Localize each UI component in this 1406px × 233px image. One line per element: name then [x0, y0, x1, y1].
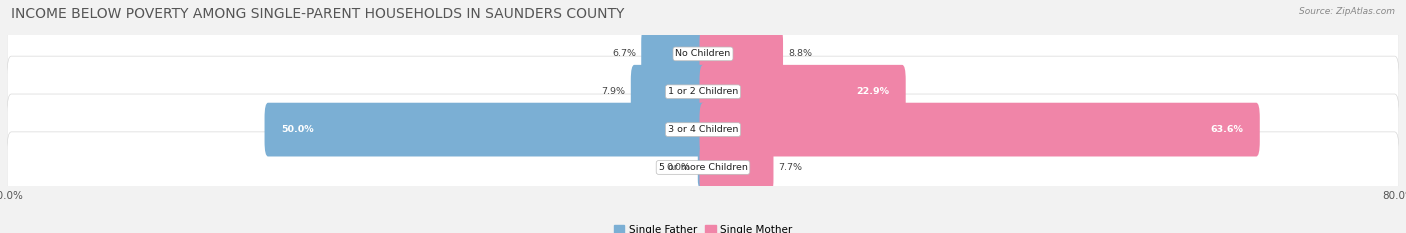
FancyBboxPatch shape — [700, 27, 783, 81]
Text: 50.0%: 50.0% — [281, 125, 314, 134]
FancyBboxPatch shape — [7, 56, 1399, 127]
FancyBboxPatch shape — [700, 140, 773, 194]
FancyBboxPatch shape — [7, 18, 1399, 89]
Text: 0.0%: 0.0% — [666, 163, 690, 172]
FancyBboxPatch shape — [697, 148, 704, 187]
FancyBboxPatch shape — [641, 27, 706, 81]
FancyBboxPatch shape — [700, 103, 1260, 157]
Text: 63.6%: 63.6% — [1211, 125, 1243, 134]
Legend: Single Father, Single Mother: Single Father, Single Mother — [610, 220, 796, 233]
Text: 5 or more Children: 5 or more Children — [658, 163, 748, 172]
Text: 7.7%: 7.7% — [779, 163, 803, 172]
FancyBboxPatch shape — [264, 103, 706, 157]
Text: 22.9%: 22.9% — [856, 87, 889, 96]
FancyBboxPatch shape — [7, 94, 1399, 165]
Text: 3 or 4 Children: 3 or 4 Children — [668, 125, 738, 134]
Text: 6.7%: 6.7% — [612, 49, 636, 58]
Text: Source: ZipAtlas.com: Source: ZipAtlas.com — [1299, 7, 1395, 16]
Text: 7.9%: 7.9% — [602, 87, 626, 96]
Text: 8.8%: 8.8% — [789, 49, 813, 58]
FancyBboxPatch shape — [7, 132, 1399, 203]
Text: No Children: No Children — [675, 49, 731, 58]
FancyBboxPatch shape — [700, 65, 905, 119]
Text: INCOME BELOW POVERTY AMONG SINGLE-PARENT HOUSEHOLDS IN SAUNDERS COUNTY: INCOME BELOW POVERTY AMONG SINGLE-PARENT… — [11, 7, 624, 21]
Text: 1 or 2 Children: 1 or 2 Children — [668, 87, 738, 96]
FancyBboxPatch shape — [631, 65, 706, 119]
